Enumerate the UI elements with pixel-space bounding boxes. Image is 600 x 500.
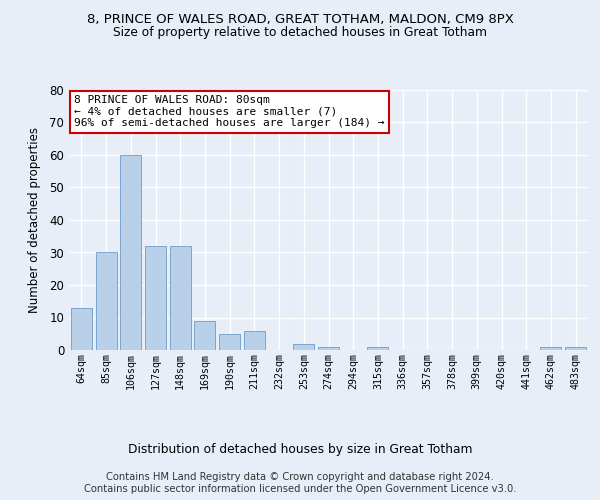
Bar	[145, 246, 166, 350]
Bar	[219, 334, 240, 350]
Text: Contains HM Land Registry data © Crown copyright and database right 2024.
Contai: Contains HM Land Registry data © Crown c…	[84, 472, 516, 494]
Bar	[244, 330, 265, 350]
Bar	[541, 347, 562, 350]
Bar	[318, 347, 339, 350]
Bar	[170, 246, 191, 350]
Y-axis label: Number of detached properties: Number of detached properties	[28, 127, 41, 313]
Bar	[293, 344, 314, 350]
Bar	[95, 252, 116, 350]
Text: Distribution of detached houses by size in Great Totham: Distribution of detached houses by size …	[128, 442, 472, 456]
Text: Size of property relative to detached houses in Great Totham: Size of property relative to detached ho…	[113, 26, 487, 39]
Bar	[120, 155, 141, 350]
Bar	[71, 308, 92, 350]
Bar	[367, 347, 388, 350]
Bar	[194, 321, 215, 350]
Text: 8, PRINCE OF WALES ROAD, GREAT TOTHAM, MALDON, CM9 8PX: 8, PRINCE OF WALES ROAD, GREAT TOTHAM, M…	[86, 12, 514, 26]
Bar	[565, 347, 586, 350]
Text: 8 PRINCE OF WALES ROAD: 80sqm
← 4% of detached houses are smaller (7)
96% of sem: 8 PRINCE OF WALES ROAD: 80sqm ← 4% of de…	[74, 95, 385, 128]
